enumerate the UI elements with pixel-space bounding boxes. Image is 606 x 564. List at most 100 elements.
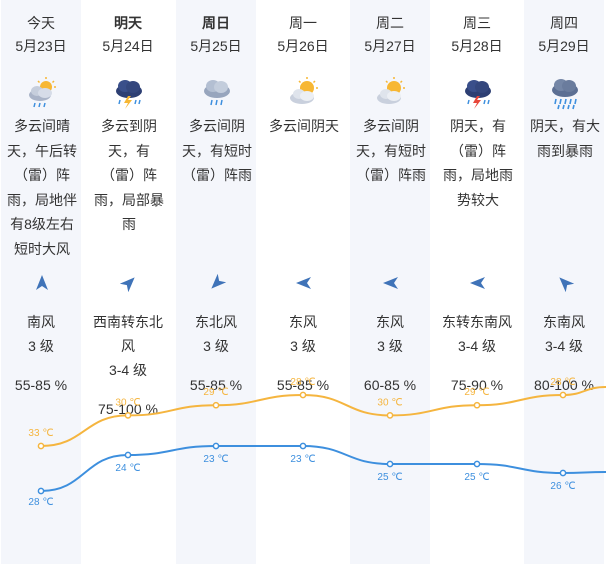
- low-temp-point: [386, 460, 394, 468]
- high-temp-point: [473, 401, 481, 409]
- wind-arrow-icon: [211, 274, 226, 289]
- forecast-day-1: 明天 5月24日 多云到阴天，有（雷）阵雨，局部暴雨 西南转东北风 3-4 级 7…: [88, 0, 168, 564]
- humidity: 55-85 %: [189, 377, 243, 393]
- high-temp-label: 30 ℃: [115, 397, 140, 408]
- wind-level: 3 级: [290, 338, 316, 354]
- wind-arrow-icon: [120, 277, 135, 292]
- day-name: 周四: [550, 15, 578, 31]
- wind-direction: 东风 3 级: [263, 310, 343, 358]
- wind-direction-text: 东南风: [543, 314, 585, 330]
- day-date: 5月28日: [451, 38, 503, 54]
- low-temp-label: 26 ℃: [550, 481, 575, 492]
- wind-direction-text: 东风: [289, 314, 317, 330]
- wind-level: 3-4 级: [108, 362, 148, 378]
- wind-direction-text: 东转东南风: [442, 314, 512, 330]
- day-date: 5月29日: [538, 38, 590, 54]
- wind-direction: 南风 3 级: [1, 310, 81, 358]
- thunderstorm-icon: [116, 80, 142, 109]
- wind-arrow-icon: [470, 277, 485, 289]
- wind-level: 3 级: [203, 338, 229, 354]
- high-temp-label: 30 ℃: [377, 397, 402, 408]
- wind-direction-text: 东风: [376, 314, 404, 330]
- weather-description: 多云间阴天: [269, 118, 339, 134]
- day-date: 5月24日: [102, 38, 154, 54]
- wind-direction-text: 西南转东北风: [93, 314, 163, 354]
- forecast-day-4: 周二 5月27日 多云间阴天，有短时（雷）阵雨 东风 3 级 60-85 %: [350, 0, 430, 564]
- humidity: 55-85 %: [276, 377, 330, 393]
- weather-description: 阴天，有大雨到暴雨: [530, 118, 600, 159]
- forecast-day-2: 周日 5月25日 多云间阴天，有短时（雷）阵雨 东北风 3 级 55-85 %: [176, 0, 256, 564]
- high-temp-point: [299, 391, 307, 399]
- day-name: 周二: [376, 15, 404, 31]
- weather-description: 多云间晴天，午后转（雷）阵雨，局地伴有8级左右短时大风: [7, 118, 77, 257]
- humidity: 75-100 %: [98, 401, 158, 417]
- weather-description: 多云间阴天，有短时（雷）阵雨: [356, 118, 426, 183]
- wind-level: 3 级: [28, 338, 54, 354]
- partly-cloudy-rain-icon: [29, 77, 56, 108]
- low-temp-point: [473, 460, 481, 468]
- humidity: 80-100 %: [534, 377, 594, 393]
- forecast-day-5: 周三 5月28日 阴天，有（雷）阵雨，局地雨势较大 东转东南风 3-4 级 75-…: [437, 0, 517, 564]
- partly-cloudy-icon: [290, 77, 318, 104]
- wind-level: 3 级: [377, 338, 403, 354]
- wind-arrow-icon: [559, 277, 574, 292]
- high-temp-label: 29 ℃: [464, 387, 489, 398]
- high-temp-point: [559, 391, 567, 399]
- low-temp-label: 25 ℃: [377, 472, 402, 483]
- high-temp-point: [124, 412, 132, 419]
- forecast-day-3: 周一 5月26日 多云间阴天 东风 3 级 55-85 %: [263, 0, 343, 564]
- day-name: 周三: [463, 15, 491, 31]
- wind-direction-text: 南风: [27, 314, 55, 330]
- heavy-rain-icon: [552, 79, 578, 110]
- wind-direction: 西南转东北风 3-4 级: [88, 310, 168, 382]
- high-temp-point: [212, 401, 220, 409]
- high-temp-point: [37, 442, 45, 450]
- low-temp-label: 24 ℃: [115, 463, 140, 474]
- wind-direction: 东北风 3 级: [176, 310, 256, 358]
- wind-level: 3-4 级: [457, 338, 497, 354]
- wind-arrow-icon: [36, 275, 48, 290]
- high-temp-label: 28 ℃: [290, 377, 315, 388]
- low-temp-label: 23 ℃: [290, 454, 315, 465]
- low-temp-label: 23 ℃: [203, 454, 228, 465]
- cloud-rain-icon: [204, 80, 230, 106]
- forecast-day-6: 周四 5月29日 阴天，有大雨到暴雨 东南风 3-4 级 80-100 %: [524, 0, 604, 564]
- day-name: 明天: [114, 15, 142, 31]
- low-temp-label: 28 ℃: [28, 497, 53, 508]
- wind-direction: 东南风 3-4 级: [524, 310, 604, 358]
- low-temp-point: [37, 487, 45, 495]
- partly-cloudy-icon: [377, 77, 405, 104]
- day-date: 5月26日: [277, 38, 329, 54]
- day-name: 周日: [202, 15, 230, 31]
- weather-description: 多云到阴天，有（雷）阵雨，局部暴雨: [94, 118, 164, 232]
- day-name: 今天: [27, 15, 55, 31]
- forecast-day-0: 今天 5月23日 多云间晴天，午后转（雷）阵雨，局地伴有8级左右短时大风 南风 3…: [1, 0, 81, 564]
- thunderstorm-icon: [465, 80, 491, 109]
- wind-level: 3-4 级: [544, 338, 584, 354]
- weather-description: 阴天，有（雷）阵雨，局地雨势较大: [443, 118, 513, 208]
- low-temp-point: [212, 442, 220, 450]
- day-date: 5月23日: [15, 38, 67, 54]
- wind-arrow-icon: [383, 277, 398, 289]
- wind-direction: 东转东南风 3-4 级: [437, 310, 517, 358]
- day-name: 周一: [289, 15, 317, 31]
- humidity: 60-85 %: [363, 377, 417, 393]
- high-temp-point: [386, 412, 394, 419]
- humidity: 55-85 %: [14, 377, 68, 393]
- wind-arrow-icon: [296, 277, 311, 289]
- low-temp-point: [299, 442, 307, 450]
- low-temp-point: [124, 451, 132, 459]
- day-date: 5月25日: [190, 38, 242, 54]
- wind-direction-text: 东北风: [195, 314, 237, 330]
- low-temp-label: 25 ℃: [464, 472, 489, 483]
- day-date: 5月27日: [364, 38, 416, 54]
- weather-description: 多云间阴天，有短时（雷）阵雨: [182, 118, 252, 183]
- high-temp-label: 29 ℃: [203, 387, 228, 398]
- high-temp-label: 33 ℃: [28, 428, 53, 439]
- humidity: 75-90 %: [450, 377, 504, 393]
- high-temp-label: 28 ℃: [550, 377, 575, 388]
- wind-direction: 东风 3 级: [350, 310, 430, 358]
- low-temp-point: [559, 469, 567, 477]
